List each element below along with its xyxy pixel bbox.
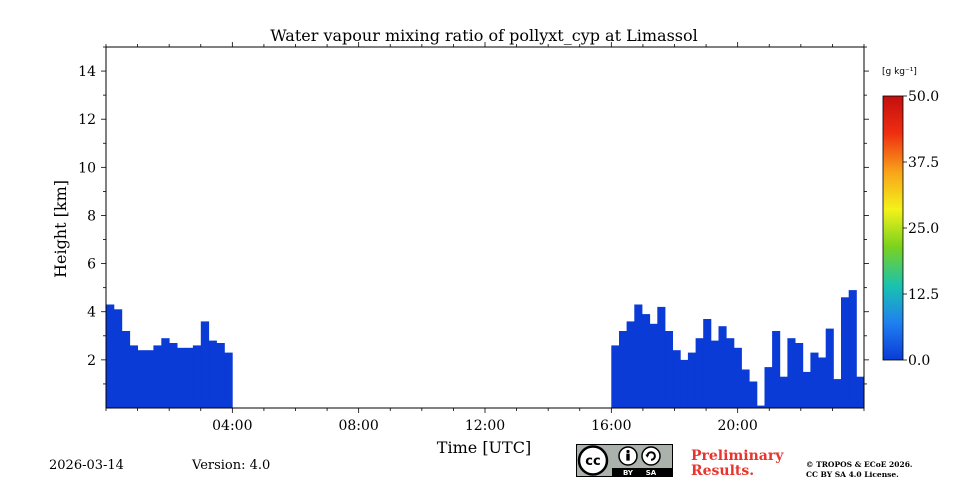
x-axis: 04:00 08:00 12:00 16:00 20:00	[105, 42, 865, 434]
data-column	[619, 331, 628, 408]
data-column	[810, 352, 819, 408]
preliminary-results-note: Preliminary Results.	[691, 449, 783, 479]
data-column	[710, 340, 719, 408]
data-column	[185, 347, 194, 408]
data-column	[772, 331, 781, 408]
data-column	[825, 328, 834, 408]
data-segment-night-1	[106, 304, 233, 408]
colorbar: [g kg⁻¹] 0.0 12.5 25.0 37.5 50.0	[882, 67, 939, 369]
svg-text:cc: cc	[585, 454, 600, 469]
colorbar-gradient	[882, 95, 904, 361]
y-tick-label: 6	[87, 257, 96, 273]
data-segment-night-2	[611, 290, 865, 408]
data-column	[841, 297, 850, 408]
data-column	[121, 331, 131, 408]
data-column	[161, 338, 170, 408]
copyright-line-2: CC BY SA 4.0 License.	[806, 470, 899, 479]
colorbar-tick-label: 37.5	[908, 155, 939, 171]
footer-version: Version: 4.0	[192, 458, 271, 473]
data-column	[657, 306, 666, 408]
data-column	[764, 367, 773, 408]
y-tick-label: 4	[87, 305, 96, 321]
x-tick-label: 04:00	[212, 418, 252, 434]
x-tick-label: 08:00	[338, 418, 378, 434]
data-column	[833, 379, 842, 408]
by-attribution-icon: BY	[618, 446, 638, 477]
data-column	[856, 376, 865, 408]
data-column	[216, 343, 225, 408]
copyright-line-1: © TROPOS & ECoE 2026.	[806, 460, 913, 469]
data-column	[802, 371, 811, 408]
copyright-note: © TROPOS & ECoE 2026. CC BY SA 4.0 Licen…	[806, 460, 913, 480]
data-column	[664, 331, 673, 408]
x-tick-label: 16:00	[591, 418, 631, 434]
data-column	[703, 319, 712, 408]
data-column	[192, 345, 202, 408]
data-column	[649, 323, 658, 408]
colorbar-tick-label: 50.0	[908, 89, 939, 105]
cc-logo-icon: cc	[577, 445, 609, 476]
data-column	[672, 350, 681, 408]
colorbar-tick-label: 0.0	[908, 353, 930, 369]
data-column	[795, 343, 804, 408]
data-column	[680, 359, 689, 408]
data-column	[741, 369, 750, 408]
svg-text:BY: BY	[623, 469, 634, 477]
data-column	[106, 304, 115, 408]
x-axis-label: Time [UTC]	[437, 438, 531, 457]
data-column	[749, 381, 758, 408]
data-column	[642, 314, 651, 408]
sa-sharealike-icon: SA	[641, 446, 661, 477]
data-column	[177, 347, 186, 408]
data-column	[634, 304, 643, 408]
cc-by-sa-license-badge: cc BY SA	[576, 444, 673, 477]
data-column	[145, 350, 154, 408]
data-column	[733, 347, 742, 408]
data-column	[153, 345, 162, 408]
data-column	[200, 321, 210, 408]
y-tick-label: 10	[78, 160, 96, 176]
x-tick-label: 20:00	[717, 418, 757, 434]
y-tick-label: 8	[87, 208, 96, 224]
colorbar-tick-label: 25.0	[908, 221, 939, 237]
preliminary-line-1: Preliminary	[691, 448, 784, 464]
y-tick-label: 12	[78, 112, 96, 128]
data-column	[818, 357, 827, 408]
data-column	[626, 321, 635, 408]
footer-date: 2026-03-14	[49, 458, 124, 473]
data-column	[113, 309, 123, 408]
data-column	[137, 350, 146, 408]
y-axis: 2 4 6 8 10 12 14	[78, 46, 869, 385]
data-area	[106, 290, 865, 408]
data-column	[129, 345, 138, 408]
data-column	[687, 352, 696, 408]
data-column	[726, 338, 735, 408]
colorbar-unit: [g kg⁻¹]	[882, 67, 917, 77]
data-column	[208, 340, 217, 408]
svg-text:SA: SA	[646, 469, 657, 477]
data-column	[695, 338, 704, 408]
data-column	[611, 345, 620, 408]
data-column	[718, 326, 727, 408]
preliminary-line-2: Results.	[691, 463, 755, 479]
data-column	[848, 290, 857, 408]
y-axis-label: Height [km]	[51, 180, 70, 278]
colorbar-tick-label: 12.5	[908, 287, 939, 303]
y-tick-label: 2	[87, 353, 96, 369]
y-tick-label: 14	[78, 64, 96, 80]
data-column	[224, 352, 233, 408]
data-column	[779, 376, 788, 408]
data-column	[169, 343, 178, 408]
chart-title: Water vapour mixing ratio of pollyxt_cyp…	[270, 26, 697, 45]
x-tick-label: 12:00	[465, 418, 505, 434]
data-column	[756, 405, 765, 408]
data-column	[787, 338, 796, 408]
